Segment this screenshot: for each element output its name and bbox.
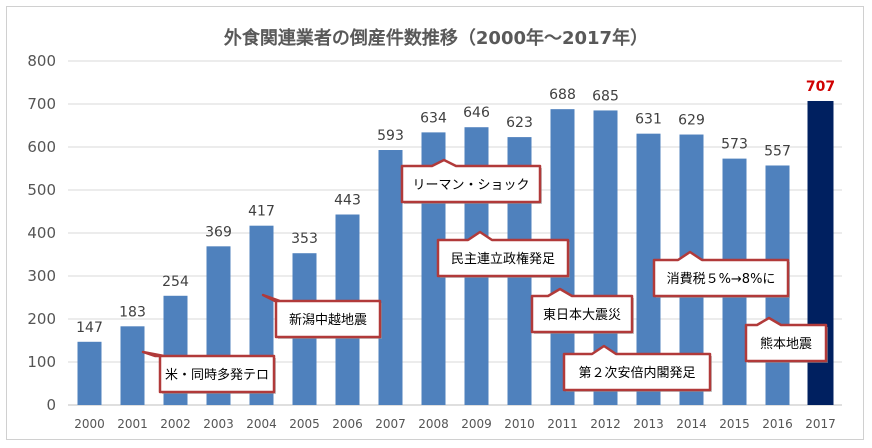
x-tick-label: 2014 (676, 417, 707, 431)
y-tick-label: 800 (27, 52, 56, 70)
x-tick-label: 2013 (633, 417, 664, 431)
x-tick-label: 2009 (461, 417, 492, 431)
bar-2000 (77, 341, 102, 405)
y-tick-label: 0 (46, 396, 56, 414)
x-tick-label: 2004 (246, 417, 277, 431)
data-label-2010: 623 (506, 115, 533, 131)
data-label-2004: 417 (248, 204, 275, 220)
data-label-2009: 646 (463, 105, 490, 121)
y-tick-label: 700 (27, 95, 56, 113)
data-label-2014: 629 (678, 113, 705, 129)
y-tick-label: 500 (27, 181, 56, 199)
annotation-label: 米・同時多発テロ (165, 367, 269, 383)
data-label-2001: 183 (119, 304, 146, 320)
x-tick-label: 2012 (590, 417, 621, 431)
annotation-callout: 東日本大震災 (530, 287, 634, 334)
annotation-callout: 新潟中越地震 (261, 293, 382, 339)
data-label-2011: 688 (549, 87, 576, 103)
data-label-2017: 707 (806, 79, 835, 95)
data-label-2007: 593 (377, 128, 404, 144)
annotation-callout: 民主連立政権発足 (436, 230, 570, 278)
annotation-label: 東日本大震災 (543, 307, 621, 323)
data-label-2012: 685 (592, 88, 619, 104)
data-label-2008: 634 (420, 110, 447, 126)
x-tick-label: 2001 (117, 417, 148, 431)
y-tick-label: 400 (27, 224, 56, 242)
x-tick-label: 2003 (203, 417, 234, 431)
x-tick-label: 2008 (418, 417, 449, 431)
data-label-2013: 631 (635, 112, 662, 128)
data-label-2000: 147 (76, 320, 103, 336)
data-label-2015: 573 (721, 137, 748, 153)
data-label-2002: 254 (162, 274, 189, 290)
data-label-2003: 369 (205, 224, 232, 240)
annotation-label: 第２次安倍内閣発足 (578, 365, 695, 381)
bar-2007 (378, 150, 403, 405)
x-tick-label: 2000 (74, 417, 105, 431)
y-tick-label: 200 (27, 310, 56, 328)
x-tick-label: 2010 (504, 417, 535, 431)
annotation-label: 新潟中越地震 (289, 312, 367, 328)
bar-2001 (120, 326, 145, 405)
annotation-label: リーマン・ショック (412, 178, 529, 193)
x-tick-label: 2007 (375, 417, 406, 431)
annotation-label: 民主連立政権発足 (451, 251, 555, 267)
annotation-callout: 熊本地震 (744, 316, 828, 363)
y-tick-label: 300 (27, 267, 56, 285)
x-tick-label: 2006 (332, 417, 363, 431)
x-tick-label: 2017 (805, 417, 836, 431)
y-tick-label: 100 (27, 353, 56, 371)
annotation-label: 消費税５%→8%に (667, 272, 776, 287)
annotation-callout: リーマン・ショック (400, 158, 542, 204)
data-label-2006: 443 (334, 193, 361, 209)
x-tick-label: 2011 (547, 417, 578, 431)
x-tick-label: 2015 (719, 417, 750, 431)
data-label-2005: 353 (291, 231, 318, 247)
annotation-callout: 消費税５%→8%に (652, 250, 790, 298)
x-tick-label: 2002 (160, 417, 191, 431)
annotation-callout: 米・同時多発テロ (141, 350, 276, 394)
x-tick-label: 2016 (762, 417, 793, 431)
annotation-callout: 第２次安倍内閣発足 (562, 344, 712, 392)
chart-title: 外食関連業者の倒産件数推移（2000年〜2017年） (224, 27, 648, 49)
data-label-2016: 557 (764, 143, 791, 159)
annotation-label: 熊本地震 (760, 336, 812, 352)
y-tick-label: 600 (27, 138, 56, 156)
x-tick-label: 2005 (289, 417, 320, 431)
